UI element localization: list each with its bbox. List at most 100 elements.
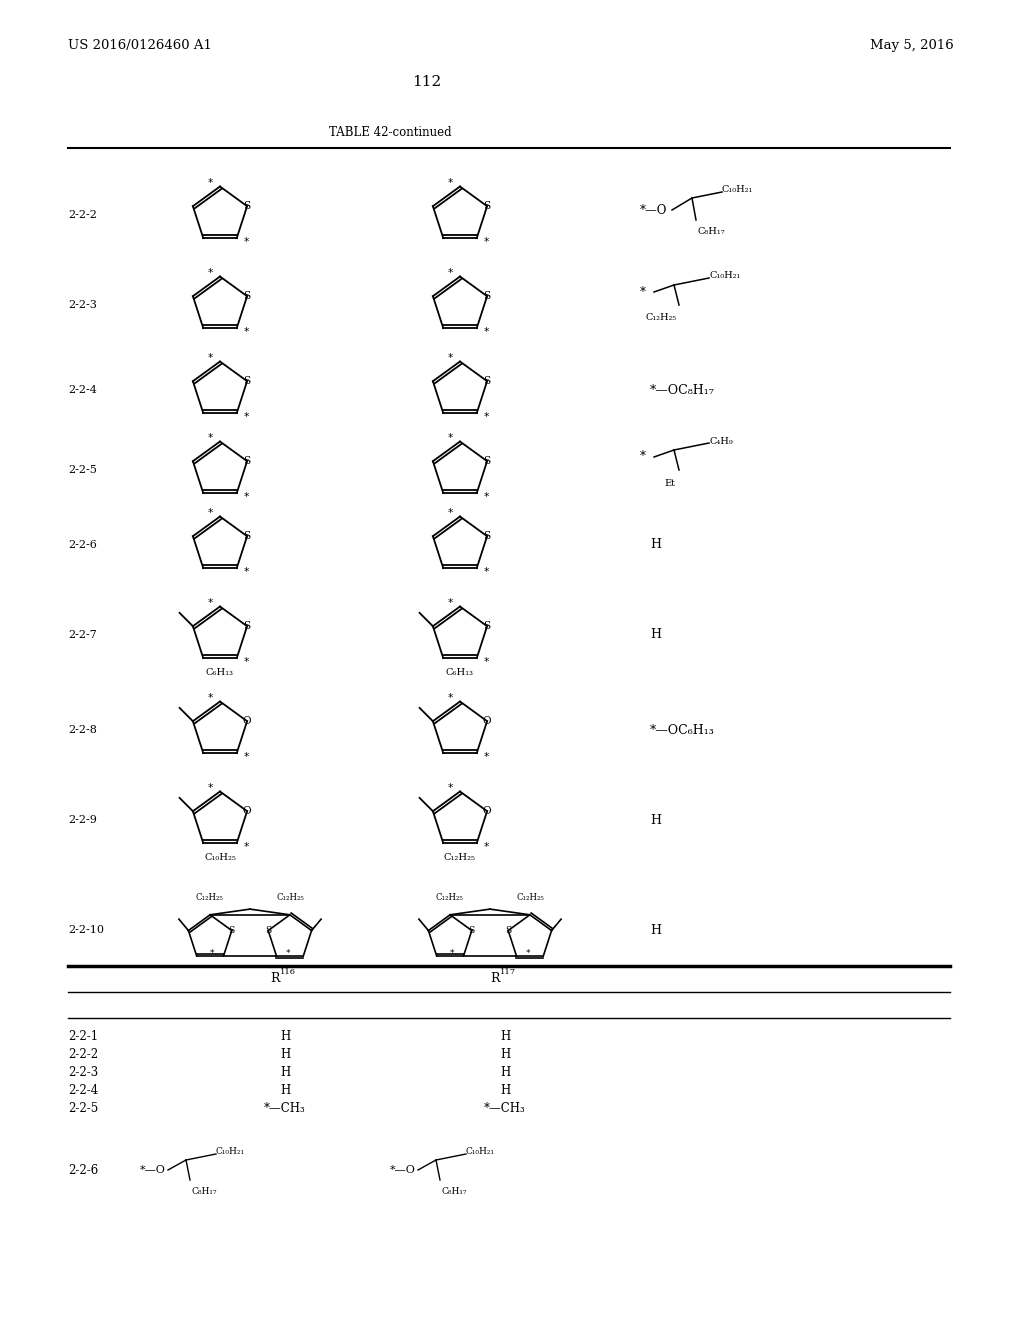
- Text: S: S: [505, 927, 511, 935]
- Text: *: *: [483, 236, 488, 247]
- Text: S: S: [244, 201, 251, 211]
- Text: *: *: [483, 566, 488, 577]
- Text: *: *: [208, 598, 213, 607]
- Text: 2-2-2: 2-2-2: [68, 1048, 98, 1060]
- Text: S: S: [244, 292, 251, 301]
- Text: *: *: [208, 268, 213, 277]
- Text: O: O: [482, 807, 492, 816]
- Text: *: *: [447, 598, 454, 607]
- Text: *: *: [208, 508, 213, 517]
- Text: O: O: [482, 717, 492, 726]
- Text: *: *: [640, 450, 646, 463]
- Text: US 2016/0126460 A1: US 2016/0126460 A1: [68, 38, 212, 51]
- Text: 2-2-6: 2-2-6: [68, 540, 97, 550]
- Text: 2-2-9: 2-2-9: [68, 814, 97, 825]
- Text: H: H: [280, 1065, 290, 1078]
- Text: Et: Et: [664, 479, 675, 487]
- Text: C₁₂H₂₅: C₁₂H₂₅: [444, 853, 476, 862]
- Text: H: H: [650, 539, 662, 552]
- Text: 117: 117: [500, 968, 516, 975]
- Text: C₈H₁₇: C₈H₁₇: [698, 227, 726, 236]
- Text: C₄H₉: C₄H₉: [709, 437, 733, 446]
- Text: *: *: [447, 352, 454, 363]
- Text: S: S: [483, 201, 490, 211]
- Text: *: *: [244, 657, 249, 667]
- Text: S: S: [469, 927, 475, 935]
- Text: S: S: [244, 531, 251, 541]
- Text: C₆H₁₃: C₆H₁₃: [446, 668, 474, 677]
- Text: S: S: [483, 457, 490, 466]
- Text: O: O: [243, 807, 252, 816]
- Text: May 5, 2016: May 5, 2016: [870, 38, 953, 51]
- Text: *: *: [447, 178, 454, 187]
- Text: C₁₂H₂₅: C₁₂H₂₅: [646, 314, 677, 322]
- Text: 2-2-2: 2-2-2: [68, 210, 97, 220]
- Text: *: *: [244, 327, 249, 337]
- Text: *: *: [244, 492, 249, 502]
- Text: O: O: [243, 717, 252, 726]
- Text: *: *: [483, 752, 488, 762]
- Text: *: *: [483, 412, 488, 422]
- Text: *—CH₃: *—CH₃: [264, 1101, 306, 1114]
- Text: *—CH₃: *—CH₃: [484, 1101, 526, 1114]
- Text: H: H: [650, 924, 662, 936]
- Text: H: H: [500, 1048, 510, 1060]
- Text: S: S: [244, 457, 251, 466]
- Text: S: S: [228, 927, 234, 935]
- Text: *: *: [244, 412, 249, 422]
- Text: C₁₂H₂₅: C₁₂H₂₅: [435, 892, 464, 902]
- Text: *: *: [640, 285, 646, 298]
- Text: H: H: [280, 1084, 290, 1097]
- Text: *: *: [450, 949, 455, 958]
- Text: *—OC₈H₁₇: *—OC₈H₁₇: [650, 384, 715, 396]
- Text: C₈H₁₇: C₈H₁₇: [442, 1188, 468, 1196]
- Text: 2-2-5: 2-2-5: [68, 465, 97, 475]
- Text: R: R: [270, 973, 280, 986]
- Text: S: S: [483, 292, 490, 301]
- Text: *: *: [447, 433, 454, 442]
- Text: *: *: [447, 268, 454, 277]
- Text: 2-2-3: 2-2-3: [68, 300, 97, 310]
- Text: H: H: [650, 813, 662, 826]
- Text: *: *: [483, 492, 488, 502]
- Text: 2-2-5: 2-2-5: [68, 1101, 98, 1114]
- Text: C₆H₁₃: C₆H₁₃: [206, 668, 234, 677]
- Text: 2-2-1: 2-2-1: [68, 1030, 98, 1043]
- Text: *: *: [447, 508, 454, 517]
- Text: H: H: [500, 1065, 510, 1078]
- Text: 2-2-8: 2-2-8: [68, 725, 97, 735]
- Text: S: S: [483, 622, 490, 631]
- Text: *: *: [244, 566, 249, 577]
- Text: *: *: [208, 783, 213, 793]
- Text: C₁₂H₂₅: C₁₂H₂₅: [196, 892, 223, 902]
- Text: *: *: [483, 657, 488, 667]
- Text: *: *: [244, 752, 249, 762]
- Text: 112: 112: [413, 75, 441, 88]
- Text: H: H: [500, 1084, 510, 1097]
- Text: H: H: [650, 628, 662, 642]
- Text: C₁₀H₂₁: C₁₀H₂₁: [722, 186, 754, 194]
- Text: 2-2-6: 2-2-6: [68, 1163, 98, 1176]
- Text: *: *: [483, 327, 488, 337]
- Text: TABLE 42-continued: TABLE 42-continued: [329, 127, 452, 140]
- Text: 2-2-3: 2-2-3: [68, 1065, 98, 1078]
- Text: C₁₀H₂₁: C₁₀H₂₁: [216, 1147, 245, 1156]
- Text: C₈H₁₇: C₈H₁₇: [193, 1188, 217, 1196]
- Text: *: *: [208, 693, 213, 702]
- Text: *: *: [447, 783, 454, 793]
- Text: S: S: [483, 376, 490, 387]
- Text: C₁₂H₂₅: C₁₂H₂₅: [276, 892, 304, 902]
- Text: *: *: [286, 949, 290, 958]
- Text: R: R: [490, 973, 500, 986]
- Text: *: *: [447, 693, 454, 702]
- Text: H: H: [280, 1048, 290, 1060]
- Text: S: S: [483, 531, 490, 541]
- Text: S: S: [265, 927, 271, 935]
- Text: *—O: *—O: [390, 1166, 416, 1175]
- Text: *: *: [208, 178, 213, 187]
- Text: *: *: [210, 949, 214, 958]
- Text: C₁₂H₂₅: C₁₂H₂₅: [516, 892, 545, 902]
- Text: *—O: *—O: [640, 203, 668, 216]
- Text: S: S: [244, 376, 251, 387]
- Text: *: *: [244, 236, 249, 247]
